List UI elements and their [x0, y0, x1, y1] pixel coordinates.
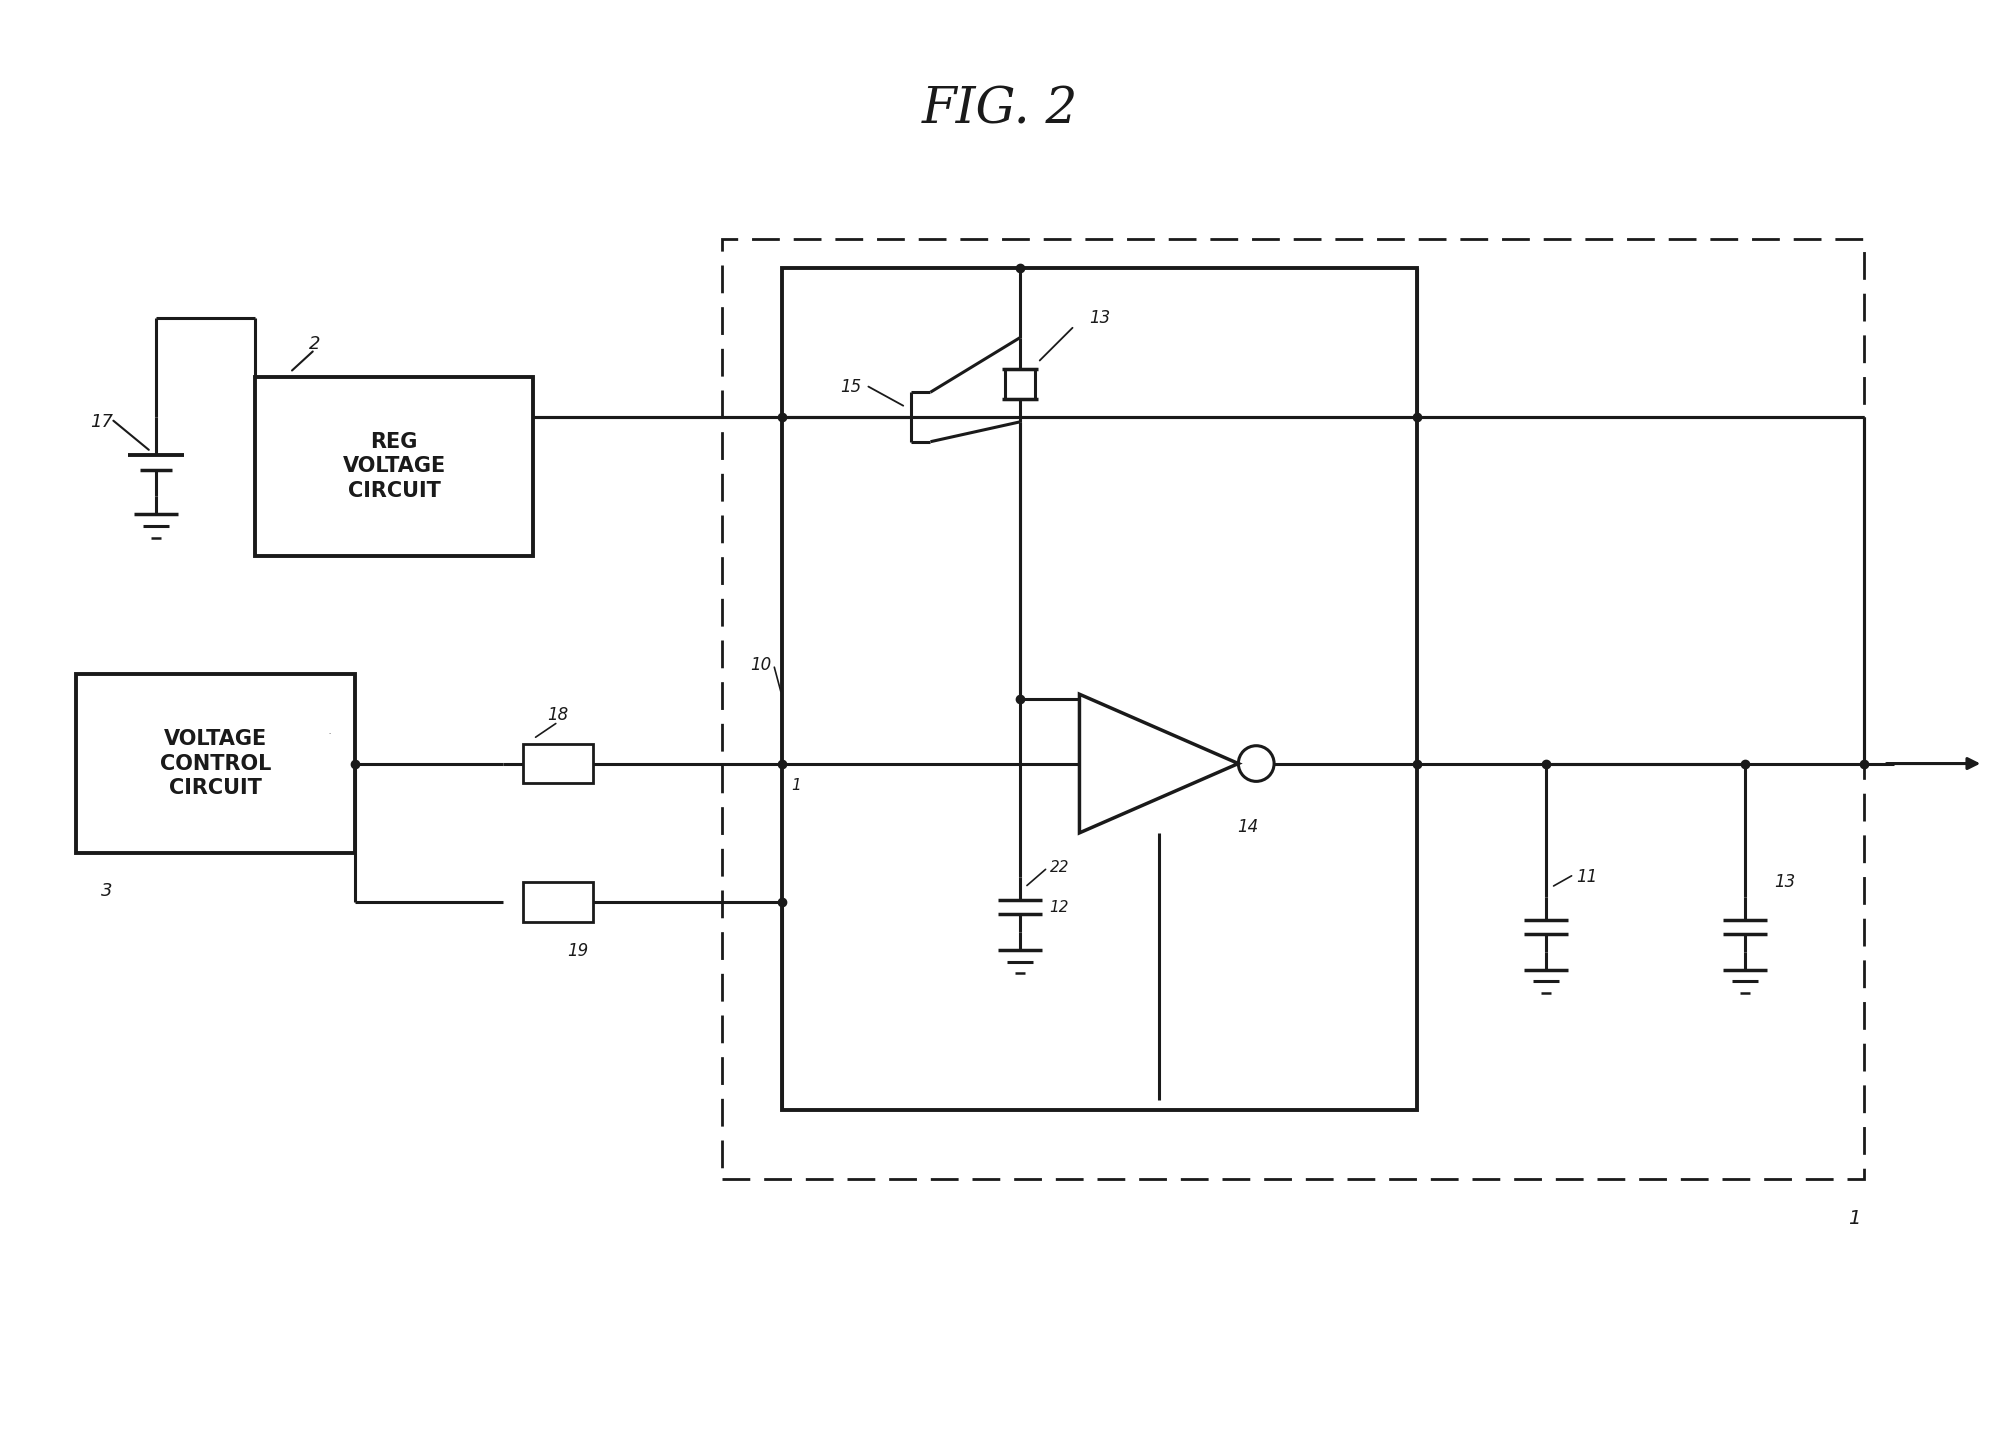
Text: 15: 15 [841, 379, 861, 396]
Bar [523, 882, 593, 922]
Text: 2: 2 [308, 334, 320, 353]
Text: 17: 17 [90, 413, 112, 430]
Bar [76, 674, 355, 853]
Text: 3: 3 [100, 882, 112, 901]
Bar [523, 744, 593, 783]
Text: 14: 14 [1238, 817, 1260, 836]
Bar [721, 238, 1865, 1180]
Bar [781, 268, 1416, 1110]
Bar [254, 377, 533, 555]
Text: FIG. 2: FIG. 2 [921, 85, 1078, 135]
Text: VOLTAGE
CONTROL
CIRCUIT: VOLTAGE CONTROL CIRCUIT [160, 728, 270, 799]
Bar [1006, 370, 1036, 399]
Text: 12: 12 [1050, 899, 1070, 915]
Text: 1: 1 [1849, 1209, 1861, 1228]
Text: 19: 19 [567, 942, 589, 959]
Text: 22: 22 [1050, 860, 1070, 875]
Text: 1: 1 [791, 779, 801, 793]
Text: 13: 13 [1090, 308, 1110, 327]
Text: 18: 18 [547, 706, 569, 724]
Text: 10: 10 [751, 655, 771, 674]
Text: 13: 13 [1775, 873, 1797, 892]
Text: 11: 11 [1576, 869, 1596, 886]
Text: REG
VOLTAGE
CIRCUIT: REG VOLTAGE CIRCUIT [343, 432, 447, 502]
